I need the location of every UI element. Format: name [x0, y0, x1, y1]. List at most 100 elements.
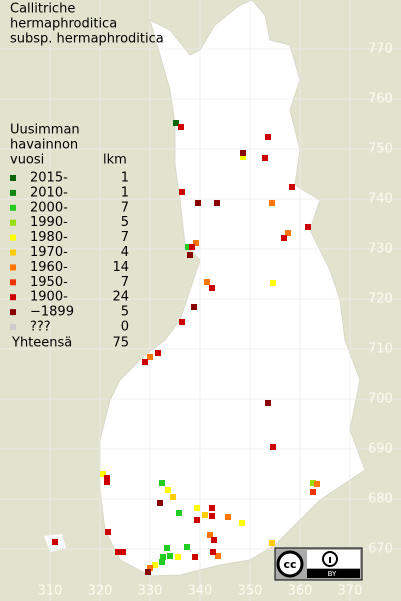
- observation: [281, 235, 287, 241]
- observation: [192, 554, 198, 560]
- x-tick-label: 350: [238, 584, 263, 599]
- y-tick-label: 680: [368, 492, 393, 507]
- legend-swatch: [10, 249, 16, 256]
- legend-swatch: [10, 234, 16, 241]
- legend-label: ???: [30, 320, 51, 335]
- observation: [240, 150, 246, 156]
- observation: [270, 280, 276, 286]
- observation: [285, 230, 291, 236]
- legend-count: 5: [121, 215, 129, 230]
- count-header: lkm: [103, 153, 127, 168]
- legend-swatch: [10, 309, 16, 316]
- x-tick-label: 320: [88, 584, 113, 599]
- legend-swatch: [10, 204, 16, 211]
- by-label: BY: [328, 570, 337, 578]
- legend-label: −1899: [30, 305, 74, 320]
- observation: [310, 489, 316, 495]
- observation: [152, 562, 158, 568]
- y-tick-label: 700: [368, 392, 393, 407]
- legend-label: 1970-: [30, 245, 68, 260]
- observation: [215, 553, 221, 559]
- legend-count: 0: [121, 320, 129, 335]
- legend-swatch: [10, 264, 16, 271]
- legend-label: 1960-: [30, 260, 68, 275]
- legend-swatch: [10, 189, 16, 196]
- observation: [159, 480, 165, 486]
- observation: [176, 510, 182, 516]
- observation: [314, 481, 320, 487]
- observation: [194, 517, 200, 523]
- y-tick-label: 770: [368, 42, 393, 57]
- observation: [147, 565, 153, 571]
- observation: [265, 400, 271, 406]
- y-tick-label: 690: [368, 442, 393, 457]
- x-tick-label: 330: [138, 584, 163, 599]
- observation: [265, 134, 271, 140]
- legend-swatch: [10, 294, 16, 301]
- observation: [184, 544, 190, 550]
- legend-swatch: [10, 324, 16, 330]
- observation: [185, 244, 191, 250]
- observation: [209, 513, 215, 519]
- observation: [155, 350, 161, 356]
- cc-logo: cc: [283, 558, 296, 571]
- observation: [191, 304, 197, 310]
- observation: [193, 240, 199, 246]
- x-tick-label: 310: [38, 584, 63, 599]
- observation: [214, 200, 220, 206]
- observation: [160, 554, 166, 560]
- observation: [120, 549, 126, 555]
- observation: [147, 354, 153, 360]
- observation: [179, 319, 185, 325]
- legend-count: 4: [121, 245, 129, 260]
- observation: [202, 512, 208, 518]
- legend-label: 1980-: [30, 230, 68, 245]
- legend-count: 1: [121, 171, 129, 186]
- legend-count: 7: [121, 275, 129, 290]
- title-line: Callitriche: [10, 2, 75, 17]
- total-label: Yhteensä: [11, 336, 72, 351]
- observation: [159, 559, 165, 565]
- y-tick-label: 670: [368, 542, 393, 557]
- observation: [209, 285, 215, 291]
- legend-swatch: [10, 279, 16, 286]
- cc-circle: [276, 550, 304, 578]
- observation: [170, 494, 176, 500]
- y-tick-label: 720: [368, 292, 393, 307]
- observation: [164, 545, 170, 551]
- observation: [310, 480, 316, 486]
- legend-count: 14: [112, 260, 129, 275]
- legend-swatch: [10, 219, 16, 226]
- legend-count: 7: [121, 230, 129, 245]
- legend-label: 2010-: [30, 185, 68, 200]
- observation: [195, 200, 201, 206]
- observation: [269, 540, 275, 546]
- legend-count: 1: [121, 185, 129, 200]
- x-tick-label: 360: [288, 584, 313, 599]
- legend-header: Uusimman: [10, 123, 80, 138]
- observation: [269, 200, 275, 206]
- by-figure: [329, 557, 331, 563]
- observation: [175, 554, 181, 560]
- observation: [189, 244, 195, 250]
- observation: [167, 553, 173, 559]
- y-tick-label: 740: [368, 192, 393, 207]
- observation: [100, 471, 106, 477]
- labels: Callitriche hermaphroditica subsp. herma…: [10, 2, 164, 351]
- x-tick-label: 370: [338, 584, 363, 599]
- observation: [262, 155, 268, 161]
- observation: [104, 479, 110, 485]
- legend-label: 1950-: [30, 275, 68, 290]
- observation: [173, 120, 179, 126]
- observation: [204, 279, 210, 285]
- legend-count: 5: [121, 305, 129, 320]
- observation: [239, 520, 245, 526]
- observation: [165, 487, 171, 493]
- legend-count: 24: [112, 290, 129, 305]
- finland-outline: [99, 0, 366, 577]
- observation: [225, 514, 231, 520]
- legend-swatch: [10, 175, 16, 181]
- x-tick-label: 340: [188, 584, 213, 599]
